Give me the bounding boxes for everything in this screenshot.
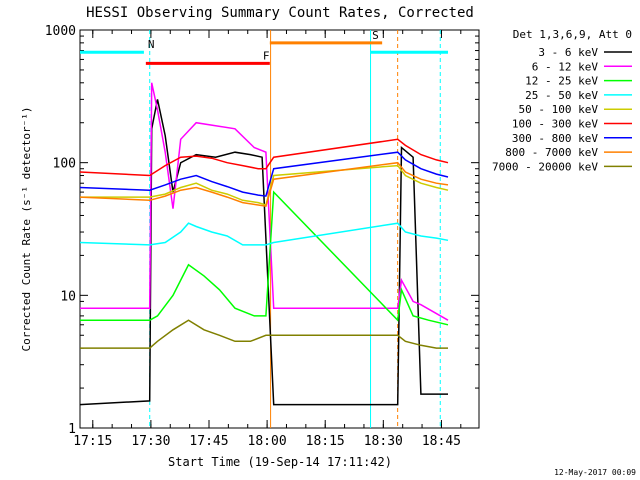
series-line	[79, 222, 449, 246]
x-tick-label: 18:00	[248, 434, 287, 449]
series-line	[80, 190, 449, 326]
legend-title: Det 1,3,6,9, Att 0	[513, 28, 632, 41]
x-tick-label: 17:45	[189, 434, 228, 449]
chart-title: HESSI Observing Summary Count Rates, Cor…	[86, 5, 474, 21]
axes: 1 10 100 1000 17:15 17:30 17:45 18:00 18:15 18:30…	[45, 24, 479, 449]
footer-date: 12-May-2017 00:09	[554, 468, 636, 477]
legend-label: 25 - 50 keV	[525, 89, 598, 102]
x-tick-label: 17:30	[131, 434, 170, 449]
y-tick-label: 1	[68, 422, 76, 437]
event-lines	[149, 30, 441, 428]
series-line	[79, 151, 449, 197]
legend-label: 800 - 7000 keV	[505, 146, 598, 159]
x-tick-label: 17:15	[73, 434, 112, 449]
marker-label: F	[263, 49, 270, 62]
x-tick-label: 18:30	[364, 434, 403, 449]
legend-label: 6 - 12 keV	[532, 60, 599, 73]
y-tick-label: 10	[60, 289, 76, 304]
y-tick-label: 100	[53, 157, 76, 172]
series-layer	[79, 82, 449, 406]
marker-label: S	[372, 29, 379, 42]
series-line	[80, 319, 448, 349]
series-line	[79, 161, 449, 208]
series-line	[80, 82, 449, 321]
y-axis-label: Corrected Count Rate (s⁻¹ detector⁻¹)	[20, 106, 33, 351]
marker-label: N	[148, 38, 155, 51]
x-axis-label: Start Time (19-Sep-14 17:11:42)	[168, 455, 392, 469]
plot-frame	[79, 29, 480, 429]
legend-label: 50 - 100 keV	[519, 103, 599, 116]
legend-label: 3 - 6 keV	[538, 46, 598, 59]
y-tick-label: 1000	[45, 24, 76, 39]
legend-label: 7000 - 20000 keV	[492, 160, 598, 173]
legend-label: 100 - 300 keV	[512, 118, 598, 131]
legend-label: 300 - 800 keV	[512, 132, 598, 145]
series-line	[79, 138, 449, 177]
legend-label: 12 - 25 keV	[525, 75, 598, 88]
x-tick-label: 18:45	[422, 434, 461, 449]
series-line	[80, 164, 449, 206]
x-tick-label: 18:15	[306, 434, 345, 449]
series-line	[79, 99, 448, 406]
event-markers: N F S	[80, 29, 449, 65]
